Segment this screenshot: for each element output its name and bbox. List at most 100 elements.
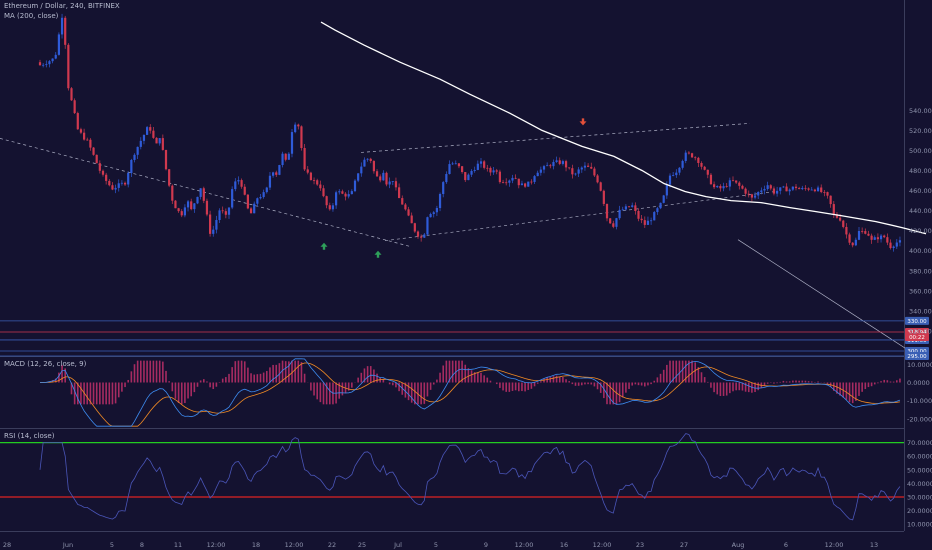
candle-body — [108, 180, 111, 186]
candle-body — [139, 140, 142, 147]
candle-body — [246, 194, 249, 209]
ma-line — [320, 21, 927, 235]
candle-body — [511, 177, 514, 181]
candle-body — [268, 175, 272, 188]
candle-body — [344, 193, 347, 197]
candle-body — [769, 185, 772, 189]
candle-body — [716, 186, 719, 188]
candle-body — [262, 192, 265, 198]
rsi-line — [39, 433, 901, 521]
candle-body — [473, 169, 476, 171]
candle-body — [845, 226, 848, 235]
candle-body — [70, 88, 73, 101]
candle-body — [464, 172, 467, 181]
price-tick-label: 360.00 — [909, 287, 932, 295]
candle-body — [454, 163, 457, 165]
ma-legend[interactable]: MA (200, close) — [4, 12, 59, 20]
grid — [0, 0, 905, 532]
candle-body — [892, 246, 895, 249]
candle-body — [766, 185, 769, 189]
candle-body — [539, 169, 542, 173]
candle-body — [287, 153, 290, 160]
candle-body — [347, 194, 350, 197]
candle-body — [857, 231, 861, 240]
candle-body — [67, 44, 70, 89]
price-tick-label: 340.00 — [909, 307, 932, 315]
candle-body — [186, 201, 190, 208]
candle-body — [51, 58, 54, 62]
candle-body — [823, 192, 826, 193]
time-tick-label: 25 — [358, 541, 366, 549]
candle-body — [240, 180, 243, 187]
candle-body — [618, 209, 621, 219]
candle-body — [524, 183, 527, 187]
candle-body — [284, 153, 287, 160]
candle-body — [492, 170, 495, 173]
candle-body — [341, 191, 344, 194]
candle-body — [867, 233, 870, 236]
candle-body — [517, 178, 520, 186]
candle-body — [234, 181, 237, 190]
candle-body — [290, 132, 294, 154]
candle-body — [599, 182, 602, 191]
candle-body — [435, 208, 438, 213]
time-tick-label: Aug — [732, 541, 745, 549]
candle-body — [227, 207, 231, 215]
candle-body — [763, 188, 766, 191]
candle-body — [64, 17, 67, 45]
candle-body — [410, 215, 413, 224]
candle-body — [312, 180, 316, 181]
arrow-up-icon — [374, 250, 382, 258]
candle-body — [807, 188, 810, 190]
ma-200 — [320, 21, 927, 235]
candle-body — [60, 17, 64, 35]
candle-body — [571, 168, 574, 175]
candle-body — [835, 214, 839, 218]
price-tick-label: 540.00 — [909, 107, 932, 115]
candle-body — [596, 175, 599, 183]
candle-body — [738, 182, 741, 186]
candle-body — [886, 237, 889, 243]
candle-body — [489, 167, 492, 173]
candle-body — [183, 207, 186, 216]
macd-legend[interactable]: MACD (12, 26, close, 9) — [4, 360, 87, 368]
rsi-tick-label: 70.0000 — [907, 439, 932, 447]
candle-body — [889, 242, 892, 249]
candle-body — [174, 200, 177, 209]
time-tick-label: 28 — [3, 541, 11, 549]
candle-body — [735, 180, 738, 183]
macd-line — [39, 358, 901, 427]
candle-body — [319, 184, 322, 189]
candle-body — [640, 218, 643, 221]
candle-body — [561, 161, 564, 164]
candle-body — [382, 172, 385, 181]
symbol-legend[interactable]: Ethereum / Dollar, 240, BITFINEX — [4, 2, 120, 10]
candle-body — [265, 187, 268, 193]
rsi-legend[interactable]: RSI (14, close) — [4, 432, 55, 440]
candle-body — [243, 186, 246, 195]
price-tick-label: 480.00 — [909, 167, 932, 175]
candle-body — [448, 164, 451, 175]
rsi-tick-label: 50.0000 — [907, 466, 932, 474]
candle-body — [177, 208, 180, 212]
candle-body — [350, 191, 353, 195]
candle-body — [791, 186, 794, 190]
candle-body — [703, 166, 706, 170]
candle-body — [161, 138, 164, 150]
candle-body — [609, 218, 612, 224]
candle-body — [851, 242, 854, 246]
candle-body — [681, 160, 684, 168]
candle-body — [413, 223, 416, 232]
candle-body — [196, 196, 199, 204]
candle-body — [253, 203, 256, 214]
candle-body — [483, 161, 486, 168]
candle-body — [895, 242, 898, 247]
candle-body — [316, 180, 319, 185]
candle-body — [476, 163, 479, 170]
candle-body — [57, 34, 60, 55]
rsi-tick-label: 40.0000 — [907, 480, 932, 488]
macd-signal-line — [40, 362, 901, 427]
level-tag-label: 295.00 — [907, 354, 927, 360]
candle-body — [467, 174, 470, 181]
